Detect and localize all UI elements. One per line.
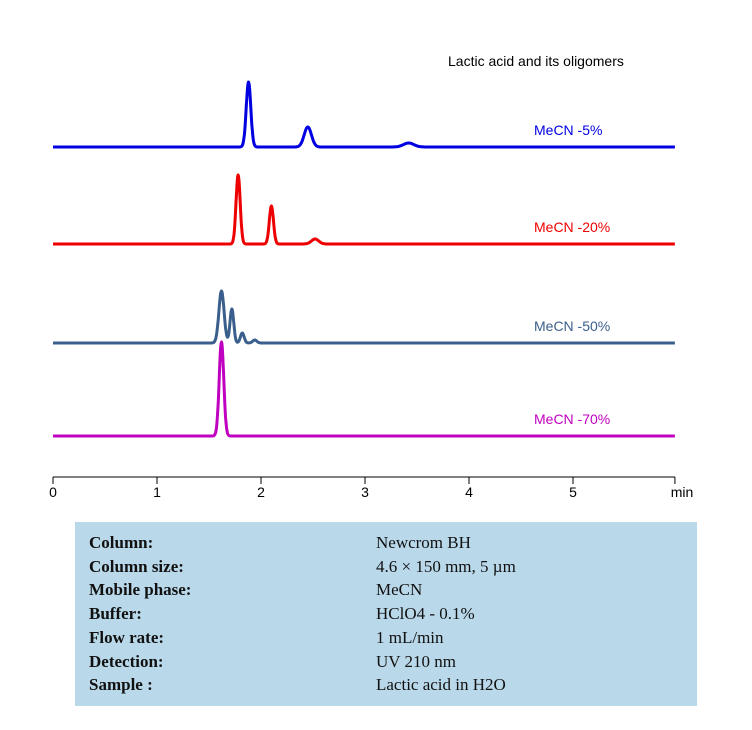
condition-value: 1 mL/min [376, 627, 444, 647]
condition-value: 4.6 × 150 mm, 5 µm [376, 556, 516, 576]
series-label: MeCN -50% [534, 318, 610, 334]
condition-label: Flow rate: [89, 627, 165, 647]
x-tick-label: 1 [153, 484, 161, 500]
x-tick-label: 4 [465, 484, 473, 500]
x-axis-label: min [671, 484, 694, 500]
condition-label: Column size: [89, 556, 184, 576]
conditions-panel: Column: Newcrom BH Column size: 4.6 × 150 m… [75, 522, 697, 706]
trace-line [51, 80, 676, 149]
condition-label: Column: [89, 533, 154, 552]
trace-line [51, 340, 676, 438]
condition-label: Sample : [89, 675, 153, 695]
condition-value: UV 210 nm [376, 651, 456, 671]
x-tick-label: 2 [257, 484, 265, 500]
condition-label: Detection: [89, 651, 164, 671]
condition-value: MeCN [376, 580, 423, 600]
trace-line [51, 289, 676, 345]
chromatogram-chart: Lactic acid and its oligomers MeCN -5% Me… [49, 53, 694, 500]
x-tick-label: 5 [569, 484, 577, 500]
series-label: MeCN -5% [534, 122, 602, 138]
x-tick-label: 0 [49, 484, 57, 500]
condition-label: Buffer: [89, 604, 142, 624]
condition-value: Newcrom BH [376, 533, 471, 552]
series-label: MeCN -70% [534, 411, 610, 427]
condition-label: Mobile phase: [89, 580, 192, 600]
trace-line [51, 173, 676, 246]
x-axis: 0 1 2 3 4 5 min [49, 476, 694, 500]
series-label: MeCN -20% [534, 219, 610, 235]
x-tick-label: 3 [361, 484, 369, 500]
condition-value: Lactic acid in H2O [376, 675, 506, 695]
condition-value: HClO4 - 0.1% [376, 604, 475, 624]
chart-title: Lactic acid and its oligomers [448, 53, 624, 69]
